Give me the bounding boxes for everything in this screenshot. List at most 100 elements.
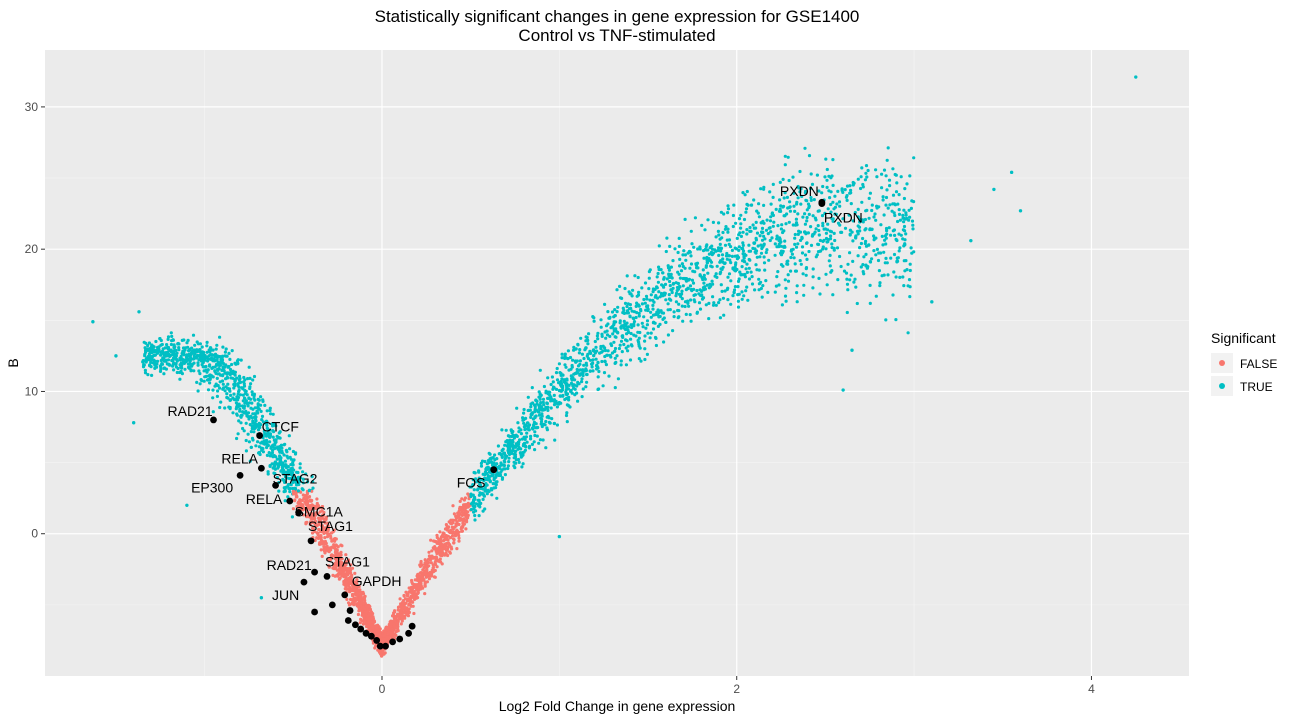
chart-subtitle: Control vs TNF-stimulated: [518, 26, 715, 45]
data-point: [822, 238, 826, 242]
data-point: [182, 361, 186, 365]
data-point: [435, 533, 439, 537]
data-point: [772, 220, 776, 224]
data-point: [726, 211, 730, 215]
data-point: [478, 491, 482, 495]
data-point: [251, 378, 255, 382]
data-point: [416, 596, 420, 600]
data-point: [225, 372, 229, 376]
data-point: [166, 335, 171, 339]
data-point: [608, 334, 612, 338]
data-point: [744, 210, 748, 214]
data-point: [870, 208, 874, 213]
data-point: [734, 221, 738, 225]
data-point: [301, 477, 305, 481]
data-point: [902, 224, 907, 229]
data-point: [438, 530, 442, 534]
data-point: [612, 340, 616, 344]
data-point: [502, 463, 506, 468]
data-point: [337, 577, 341, 581]
data-point: [239, 421, 243, 425]
data-point: [261, 450, 265, 454]
data-point: [183, 347, 187, 351]
data-point: [528, 408, 532, 412]
data-point: [159, 353, 163, 357]
data-point: [143, 354, 147, 358]
data-point: [705, 261, 709, 265]
data-point: [356, 591, 360, 595]
data-point: [580, 352, 585, 356]
data-point: [572, 348, 576, 352]
data-point: [781, 205, 785, 209]
data-point: [425, 580, 429, 584]
data-point: [868, 191, 873, 195]
data-point: [793, 209, 797, 213]
data-point: [866, 168, 870, 173]
data-point: [874, 168, 878, 172]
data-point: [525, 431, 529, 435]
data-point: [479, 461, 483, 465]
data-point: [242, 384, 247, 388]
data-point: [584, 385, 588, 389]
data-point: [281, 463, 285, 467]
data-point: [743, 275, 748, 279]
data-point: [884, 256, 888, 260]
data-point: [795, 291, 799, 295]
data-point: [647, 270, 652, 274]
data-point: [410, 586, 414, 590]
data-point: [891, 229, 895, 233]
data-point: [739, 234, 744, 238]
data-point: [677, 236, 681, 240]
data-point: [183, 367, 187, 371]
data-point: [654, 343, 659, 348]
data-point: [399, 613, 403, 618]
data-point: [521, 462, 525, 466]
data-point: [560, 352, 564, 356]
legend-label-false: FALSE: [1240, 357, 1277, 371]
data-point: [755, 268, 759, 272]
data-point: [731, 213, 736, 218]
data-point: [527, 446, 532, 450]
data-point: [768, 226, 772, 230]
data-point: [809, 172, 813, 176]
data-point: [639, 309, 643, 313]
data-point: [265, 442, 269, 446]
data-point: [265, 453, 269, 457]
data-point: [188, 347, 192, 351]
data-point: [504, 428, 508, 432]
data-point: [754, 238, 759, 242]
legend-label-true: TRUE: [1240, 380, 1273, 394]
data-point: [820, 191, 824, 195]
data-point: [586, 352, 590, 356]
data-point: [578, 362, 582, 366]
data-point: [225, 386, 230, 390]
data-point: [523, 427, 527, 432]
data-point: [195, 355, 199, 359]
data-point: [202, 369, 206, 373]
data-point: [656, 280, 661, 284]
data-point: [575, 371, 580, 375]
data-point: [588, 358, 593, 362]
data-point: [160, 350, 164, 354]
data-point: [268, 406, 272, 410]
data-point: [873, 212, 877, 216]
data-point: [732, 268, 736, 272]
data-point: [656, 271, 660, 276]
data-point: [371, 626, 375, 630]
data-point: [851, 183, 855, 187]
data-point: [533, 433, 537, 438]
data-point: [737, 248, 741, 252]
data-point: [632, 317, 636, 321]
data-point: [433, 545, 437, 549]
data-point: [181, 349, 185, 353]
data-point: [538, 392, 542, 396]
data-point: [745, 202, 749, 206]
data-point: [226, 396, 230, 400]
data-point: [748, 258, 752, 262]
data-point: [901, 213, 905, 217]
data-point: [238, 393, 243, 397]
data-point: [707, 257, 711, 261]
data-point: [807, 154, 812, 158]
data-point: [774, 207, 778, 211]
data-point: [513, 466, 517, 470]
